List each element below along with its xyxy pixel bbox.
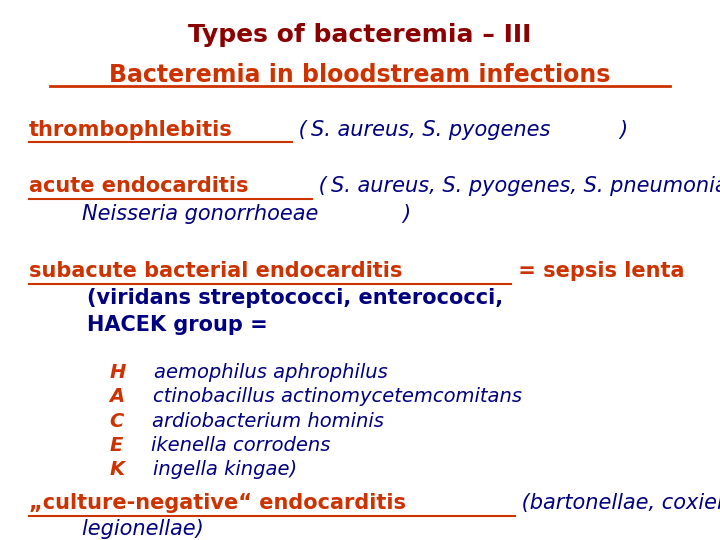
Text: E: E [29, 436, 123, 455]
Text: A: A [29, 387, 125, 407]
Text: subacute bacterial endocarditis: subacute bacterial endocarditis [29, 261, 402, 281]
Text: ikenella corrodens: ikenella corrodens [150, 436, 330, 455]
Text: ): ) [402, 204, 410, 225]
Text: (viridans streptococci, enterococci,: (viridans streptococci, enterococci, [29, 288, 503, 308]
Text: ardiobacterium hominis: ardiobacterium hominis [152, 411, 384, 431]
Text: S. aureus, S. pyogenes, S. pneumoniae,: S. aureus, S. pyogenes, S. pneumoniae, [331, 176, 720, 197]
Text: Neisseria gonorrhoeae: Neisseria gonorrhoeae [29, 204, 318, 225]
Text: acute endocarditis: acute endocarditis [29, 176, 248, 197]
Text: „culture-negative“ endocarditis: „culture-negative“ endocarditis [29, 493, 406, 514]
Text: (: ( [312, 176, 327, 197]
Text: Bacteremia in bloodstream infections: Bacteremia in bloodstream infections [109, 63, 611, 86]
Text: = sepsis lenta: = sepsis lenta [510, 261, 684, 281]
Text: ingella kingae): ingella kingae) [153, 460, 297, 480]
Text: ): ) [620, 119, 628, 140]
Text: aemophilus aphrophilus: aemophilus aphrophilus [155, 363, 388, 382]
Text: (bartonellae, coxiellae,: (bartonellae, coxiellae, [516, 493, 720, 514]
Text: H: H [29, 363, 126, 382]
Text: ctinobacillus actinomycetemcomitans: ctinobacillus actinomycetemcomitans [153, 387, 522, 407]
Text: HACEK group =: HACEK group = [29, 315, 268, 335]
Text: Types of bacteremia – III: Types of bacteremia – III [189, 23, 531, 47]
Text: K: K [29, 460, 125, 480]
Text: S. aureus, S. pyogenes: S. aureus, S. pyogenes [311, 119, 550, 140]
Text: legionellae): legionellae) [29, 519, 204, 539]
Text: thrombophlebitis: thrombophlebitis [29, 119, 233, 140]
Text: (: ( [292, 119, 307, 140]
Text: C: C [29, 411, 124, 431]
